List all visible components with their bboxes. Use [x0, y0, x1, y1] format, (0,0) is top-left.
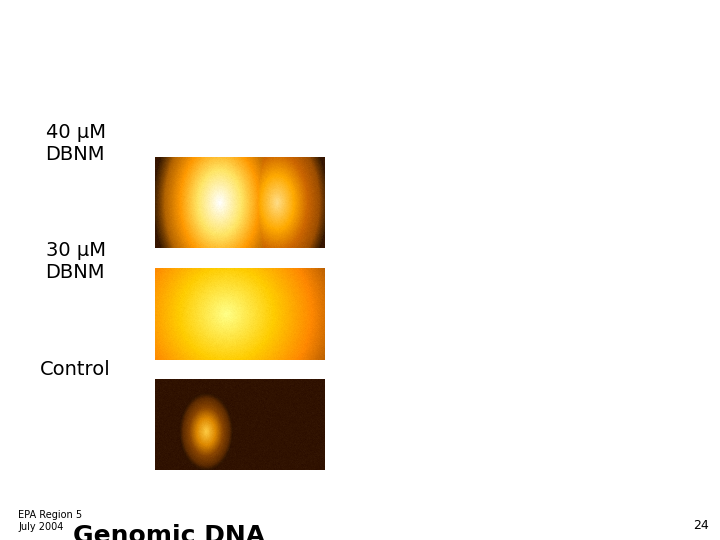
Text: 24: 24	[693, 519, 709, 532]
Text: Control: Control	[40, 360, 111, 380]
Text: Genomic DNA
Damage Induced
by Dibromonitro-
methane: Genomic DNA Damage Induced by Dibromonit…	[48, 524, 290, 540]
Text: EPA Region 5
July 2004: EPA Region 5 July 2004	[18, 510, 82, 532]
Text: 40 μM
DBNM: 40 μM DBNM	[45, 123, 106, 164]
Text: 30 μM
DBNM: 30 μM DBNM	[45, 241, 106, 282]
